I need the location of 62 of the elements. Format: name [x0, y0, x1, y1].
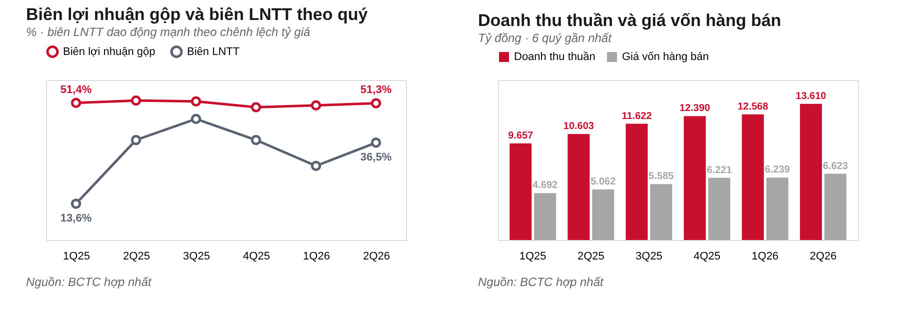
data-label: 12.568 [738, 101, 769, 112]
data-label: 5.062 [590, 176, 616, 188]
point [130, 95, 142, 106]
x-tick-label: 1Q26 [303, 250, 330, 262]
x-tick-label: 4Q25 [243, 250, 270, 262]
point [70, 198, 82, 209]
point [310, 100, 322, 110]
legend-label: Biên LNTT [187, 46, 240, 58]
text: Nguồn: BCTC hợp nhất [26, 275, 152, 289]
x-tick-label: 1Q25 [519, 250, 546, 262]
bar [592, 189, 614, 240]
x-tick-label: 1Q25 [63, 250, 90, 262]
data-label: 6.623 [822, 160, 848, 172]
point [250, 134, 262, 146]
bar [568, 134, 590, 240]
point [70, 98, 82, 108]
point [250, 102, 262, 112]
data-label: 5.585 [648, 171, 674, 182]
bar [824, 174, 846, 240]
data-label: 51,3% [360, 84, 392, 96]
legend-label: Doanh thu thuần [514, 51, 596, 63]
data-label: 36,5% [360, 152, 392, 164]
x-tick-label: 2Q26 [363, 250, 390, 262]
legend-label: Giá vốn hàng bán [622, 51, 709, 63]
data-label: 51,4% [60, 84, 92, 96]
point [190, 96, 202, 106]
chart-subtitle: Tỷ đồng · 6 quý gần nhất [478, 31, 612, 45]
x-tick-label: 2Q25 [577, 250, 604, 262]
point [370, 138, 382, 148]
bar [510, 143, 532, 240]
x-tick-label: 3Q25 [183, 250, 210, 262]
text: Nguồn: BCTC hợp nhất [478, 275, 604, 289]
bar [708, 178, 730, 240]
bar [684, 116, 706, 240]
chart-subtitle: % · biên LNTT dao động mạnh theo chênh lệch tỷ giá [26, 25, 310, 39]
data-label: 6.239 [764, 164, 790, 176]
x-tick-label: 3Q25 [636, 250, 662, 262]
data-label: 13.610 [796, 90, 827, 102]
point [370, 98, 382, 108]
bar [626, 124, 648, 240]
x-tick-label: 2Q25 [123, 250, 150, 262]
legend-label: Biên lợi nhuận gộp [63, 46, 156, 58]
bar [534, 193, 556, 240]
x-tick-label: 4Q25 [694, 250, 720, 262]
point [310, 160, 322, 171]
bar [742, 114, 764, 240]
chart-title: Doanh thu thuần và giá vốn hàng bán [478, 11, 782, 30]
data-label: 12.390 [680, 103, 711, 114]
x-tick-label: 1Q26 [752, 250, 779, 262]
data-label: 10.603 [563, 120, 594, 132]
data-label: 6.221 [706, 164, 732, 176]
chart-title: Biên lợi nhuận gộp và biên LNTT theo quý [26, 5, 368, 24]
x-tick-label: 2Q26 [810, 250, 837, 262]
data-label: 4.692 [532, 180, 558, 192]
bar [766, 178, 788, 240]
data-label: 13,6% [60, 212, 92, 225]
data-label: 9.657 [508, 130, 534, 142]
bar [650, 184, 672, 240]
point [190, 114, 202, 124]
point [130, 134, 142, 146]
bar [800, 104, 822, 240]
data-label: 11.622 [622, 110, 652, 122]
